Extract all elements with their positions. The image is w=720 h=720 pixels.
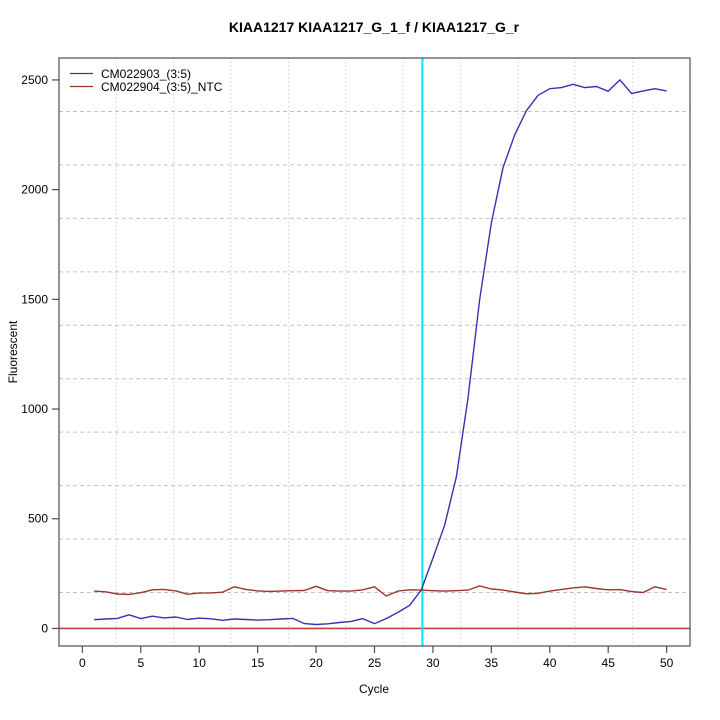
x-tick-label: 10 [193,656,207,670]
x-tick-label: 50 [660,656,674,670]
chart-title: KIAA1217 KIAA1217_G_1_f / KIAA1217_G_r [229,19,520,35]
legend-label-ntc: CM022904_(3:5)_NTC [101,80,223,94]
x-tick-label: 40 [543,656,557,670]
y-tick-label: 1000 [21,402,48,416]
y-tick-label: 2000 [21,183,48,197]
x-tick-label: 30 [426,656,440,670]
x-tick-label: 0 [79,656,86,670]
legend-label-sample: CM022903_(3:5) [101,67,191,81]
series-curve-0 [94,79,667,626]
x-tick-label: 20 [309,656,323,670]
y-tick-label: 2500 [21,73,48,87]
y-tick-label: 1500 [21,292,48,306]
y-tick-label: 500 [28,512,48,526]
legend: CM022903_(3:5) CM022904_(3:5)_NTC [70,67,223,94]
x-tick-label: 15 [251,656,265,670]
x-axis-label: Cycle [359,682,389,696]
y-axis-label: Fluorescent [6,320,20,383]
series-curve-1 [94,585,667,597]
y-tick-label: 0 [41,621,48,635]
data-curves [59,58,690,646]
gridlines [59,58,690,646]
plot-border [58,57,691,647]
x-tick-label: 5 [137,656,144,670]
x-tick-label: 25 [368,656,382,670]
x-tick-label: 35 [485,656,499,670]
x-tick-label: 45 [602,656,616,670]
